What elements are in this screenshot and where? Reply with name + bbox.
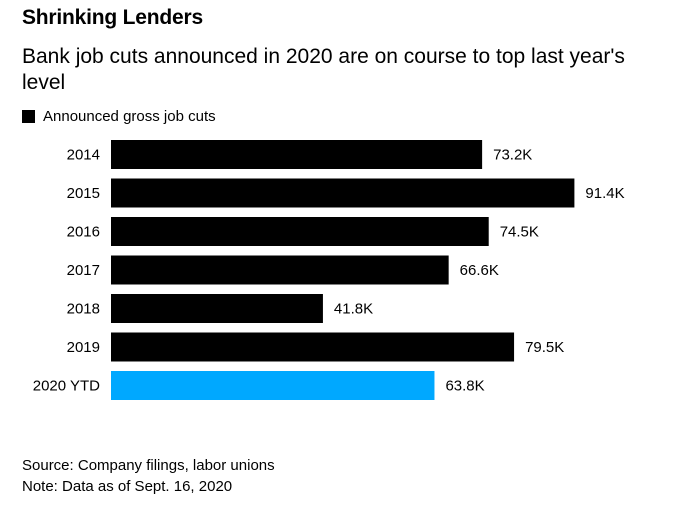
category-label: 2016 <box>67 224 100 241</box>
legend-label: Announced gross job cuts <box>43 108 216 125</box>
value-label: 91.4K <box>585 185 624 202</box>
value-label: 73.2K <box>493 147 532 164</box>
value-label: 41.8K <box>334 301 373 318</box>
bar <box>111 140 483 169</box>
bar <box>111 217 489 246</box>
bar <box>111 255 449 285</box>
bar-chart: 2014 73.2K 2015 91.4K 2016 74.5K 2017 66.6K 2018… <box>33 140 625 400</box>
source-note: Source: Company filings, labor unions <box>22 457 275 474</box>
category-label: 2020 YTD <box>33 378 100 395</box>
value-label: 79.5K <box>525 339 564 356</box>
legend: Announced gross job cuts <box>22 108 216 125</box>
category-label: 2014 <box>67 147 100 164</box>
category-label: 2017 <box>67 262 100 279</box>
value-label: 63.8K <box>445 378 484 395</box>
chart-subtitle: Bank job cuts announced in 2020 are on c… <box>22 45 625 94</box>
category-label: 2019 <box>67 339 100 356</box>
bar <box>111 371 435 400</box>
value-label: 66.6K <box>460 262 499 279</box>
legend-swatch <box>22 110 35 123</box>
bar <box>111 178 575 208</box>
bar <box>111 332 515 362</box>
category-label: 2015 <box>67 185 100 202</box>
chart-title: Shrinking Lenders <box>22 6 203 29</box>
data-note: Note: Data as of Sept. 16, 2020 <box>22 478 233 495</box>
value-label: 74.5K <box>500 224 539 241</box>
category-label: 2018 <box>67 301 100 318</box>
bar <box>111 294 323 323</box>
